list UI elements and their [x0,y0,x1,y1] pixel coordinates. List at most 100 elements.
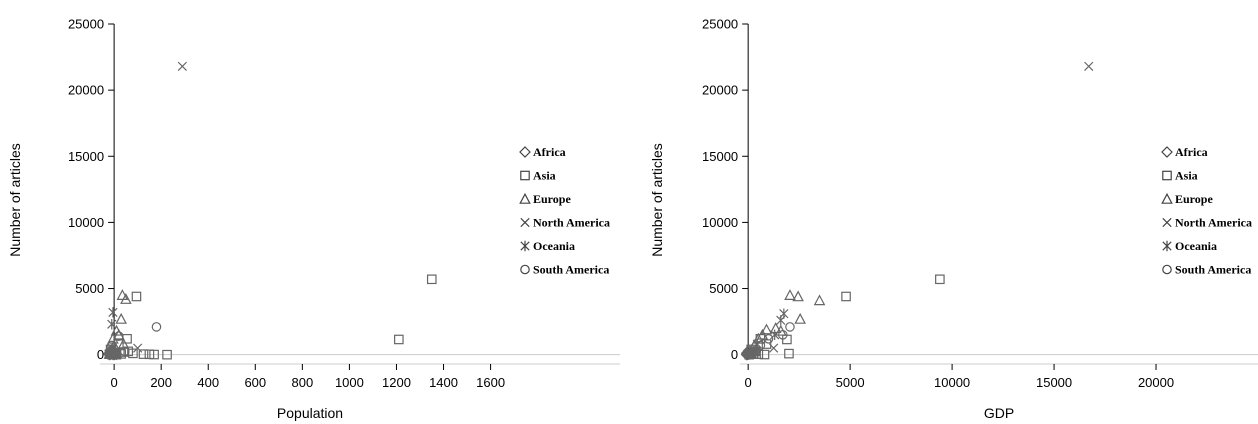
legend-label: Asia [1175,169,1198,183]
data-point [177,61,187,71]
legend-label: North America [1175,216,1252,230]
data-point [119,346,130,357]
y-tick-label: 0 [731,347,738,362]
legend: Africa Asia Europe North America Oceania Sout… [519,145,610,277]
data-point [784,289,796,300]
data-point [813,294,826,306]
legend-marker-circle-icon [1162,264,1172,275]
data-point [426,274,437,285]
y-tick-label: 20000 [68,83,104,98]
legend-label: North America [533,216,610,230]
x-tick-label: 15000 [1036,375,1072,390]
data-point [108,307,118,318]
data-point [133,343,143,353]
x-tick-label: 0 [111,375,118,390]
x-tick-label: 1200 [382,375,411,390]
data-point [935,274,945,285]
data-point [116,289,129,300]
data-point [759,349,770,360]
x-tick-label: 200 [150,375,172,390]
data-point [763,334,774,344]
x-tick-label: 1400 [429,375,458,390]
x-tick-label: 10000 [934,375,970,390]
data-point [162,349,172,360]
x-tick-label: 1000 [335,375,364,390]
legend-marker-star-icon [1162,240,1172,252]
x-tick-label: 0 [745,375,752,390]
x-tick-label: 20000 [1138,375,1174,390]
data-point [151,322,162,332]
data-point [756,328,769,340]
data-point [394,334,404,345]
y-tick-label: 5000 [709,281,738,296]
y-tick-label: 10000 [702,215,738,230]
series-south-america [745,322,795,360]
y-tick-label: 15000 [68,149,104,164]
x-tick-label: 600 [244,375,266,390]
legend-label: Europe [533,192,571,206]
data-point [149,349,159,360]
legend-label: Asia [533,169,556,183]
data-point [114,331,124,341]
data-point [841,291,851,302]
legend-label: Oceania [1175,239,1217,253]
data-point [769,343,779,353]
series-north-america [744,61,1094,359]
legend-marker-triangle-icon [1161,192,1173,204]
data-point [117,338,130,349]
legend-marker-circle-icon [520,264,530,275]
data-point [104,349,115,360]
data-point [107,319,117,330]
series-north-america [105,61,187,360]
x-tick-label: 5000 [836,375,865,390]
y-tick-label: 20000 [702,83,738,98]
series-asia [104,274,437,360]
legend-label: Oceania [533,239,575,253]
y-axis-title: Number of articles [649,143,665,257]
x-axis-title: Population [277,405,343,421]
data-point [131,291,142,302]
legend: Africa Asia Europe North America Oceania Sout… [1161,145,1252,277]
y-axis-title: Number of articles [7,143,23,257]
series-south-america [104,322,162,360]
data-point [747,348,758,359]
data-point [770,329,780,341]
data-point [778,330,788,340]
x-tick-label: 400 [197,375,219,390]
x-tick-label: 1600 [476,375,505,390]
x-tick-label: 800 [292,375,314,390]
data-point [779,308,789,319]
y-tick-label: 0 [97,347,104,362]
data-point [785,322,795,332]
legend-label: Africa [1175,145,1208,159]
data-point [792,290,804,302]
legend-marker-star-icon [520,240,530,252]
data-point [1084,61,1094,71]
legend-marker-diamond-icon [519,146,531,158]
data-point [115,312,127,324]
data-point [761,339,772,349]
data-point [784,348,794,359]
y-tick-label: 10000 [68,215,104,230]
legend-marker-triangle-icon [519,192,531,204]
data-point [138,349,149,359]
legend-marker-diamond-icon [1161,146,1173,158]
population-scatter-panel: 0 5000 10000 15000 20000 25000 0 200 400 600 800 10… [7,17,620,421]
data-point [769,322,782,334]
y-tick-label: 25000 [68,17,104,32]
legend-marker-square-icon [520,170,530,181]
data-point [113,328,125,340]
legend-marker-square-icon [1162,170,1172,181]
legend-marker-x-icon [520,217,530,228]
data-point [794,312,806,324]
legend-label: South America [1175,263,1251,277]
data-point [760,323,773,335]
legend-label: Europe [1175,192,1213,206]
legend-label: South America [533,263,609,277]
gdp-scatter-panel: 0 5000 10000 15000 20000 25000 0 5000 10000 15000… [649,17,1258,421]
y-tick-label: 15000 [702,149,738,164]
x-axis-title: GDP [984,405,1014,421]
y-tick-label: 25000 [702,17,738,32]
legend-marker-x-icon [1162,217,1172,228]
